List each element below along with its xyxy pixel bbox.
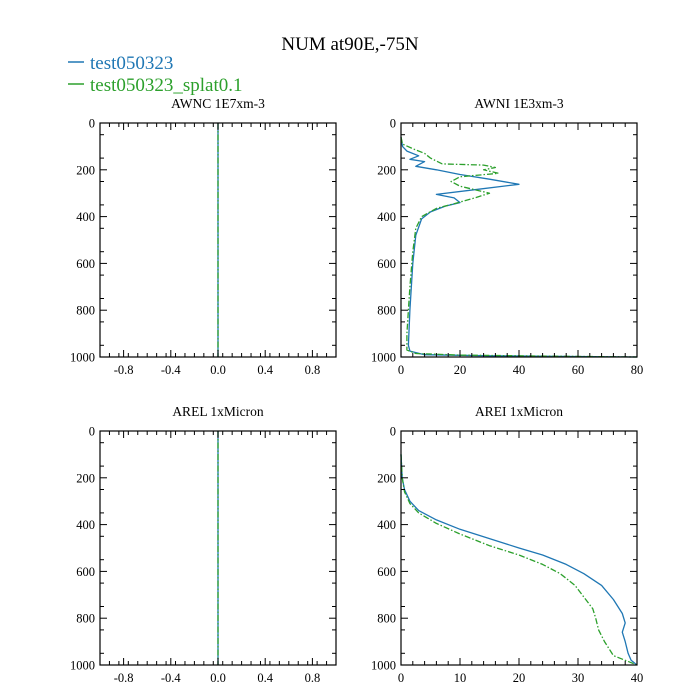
legend-label-test050323-splat: test050323_splat0.1 <box>90 75 243 96</box>
y-tick-label: 800 <box>76 612 95 626</box>
x-tick-label: 20 <box>454 363 467 377</box>
x-tick-label: 40 <box>631 671 644 685</box>
x-tick-label: 40 <box>513 363 526 377</box>
y-tick-label: 1000 <box>371 351 396 365</box>
series-line-test050323 <box>400 136 638 358</box>
x-tick-label: 0.8 <box>305 363 321 377</box>
panel-1: AWNC 1E7xm-3 0 200 400 600 800 1000 -0.8 -0.4 0.0… <box>70 96 337 377</box>
y-tick-label: 400 <box>76 210 95 224</box>
y-tick-label: 200 <box>377 163 396 177</box>
x-tick-label: 0.8 <box>305 671 321 685</box>
x-tick-label: 0 <box>398 671 404 685</box>
y-tick-label: 400 <box>377 210 396 224</box>
y-tick-label: 800 <box>377 304 396 318</box>
x-tick-label: 30 <box>572 671 585 685</box>
y-tick-label: 1000 <box>371 659 396 673</box>
x-tick-label: 60 <box>572 363 585 377</box>
y-tick-label: 600 <box>76 565 95 579</box>
x-tick-label: 0.0 <box>210 363 226 377</box>
y-tick-label: 1000 <box>70 351 95 365</box>
x-tick-label: 20 <box>513 671 526 685</box>
series-line-test050323 <box>400 454 638 666</box>
y-tick-label: 600 <box>76 257 95 271</box>
y-tick-label: 0 <box>89 117 95 131</box>
panel-title: AWNI 1E3xm-3 <box>474 96 564 111</box>
y-tick-label: 200 <box>76 471 95 485</box>
y-tick-label: 0 <box>89 425 95 439</box>
panel-title: AREI 1xMicron <box>475 404 563 419</box>
x-tick-label: -0.4 <box>161 671 182 685</box>
y-tick-label: 400 <box>76 518 95 532</box>
x-tick-label: 80 <box>631 363 644 377</box>
x-tick-label: 0 <box>398 363 404 377</box>
x-tick-label: 0.4 <box>257 671 273 685</box>
x-tick-label: -0.8 <box>114 363 134 377</box>
y-tick-label: 400 <box>377 518 396 532</box>
panel-3: AREL 1xMicron 0 200 400 600 800 1000 -0.8 -0.4 0.… <box>70 404 337 685</box>
figure-title: NUM at90E,-75N <box>281 34 418 55</box>
y-tick-label: 1000 <box>70 659 95 673</box>
x-tick-label: 0.4 <box>257 363 273 377</box>
x-tick-label: -0.8 <box>114 671 134 685</box>
plot-frame <box>400 122 638 358</box>
y-tick-label: 200 <box>377 471 396 485</box>
y-tick-label: 600 <box>377 257 396 271</box>
y-tick-label: 0 <box>390 425 396 439</box>
panel-title: AREL 1xMicron <box>172 404 264 419</box>
x-tick-label: -0.4 <box>161 363 182 377</box>
y-tick-label: 800 <box>377 612 396 626</box>
panel-title: AWNC 1E7xm-3 <box>171 96 265 111</box>
y-tick-label: 200 <box>76 163 95 177</box>
legend-label-test050323: test050323 <box>90 53 173 74</box>
y-tick-label: 600 <box>377 565 396 579</box>
y-tick-label: 800 <box>76 304 95 318</box>
x-tick-label: 0.0 <box>210 671 226 685</box>
series-line-test050323-splat <box>400 454 638 666</box>
legend: test050323 test050323_splat0.1 <box>68 53 243 96</box>
y-tick-label: 0 <box>390 117 396 131</box>
x-tick-label: 10 <box>454 671 467 685</box>
